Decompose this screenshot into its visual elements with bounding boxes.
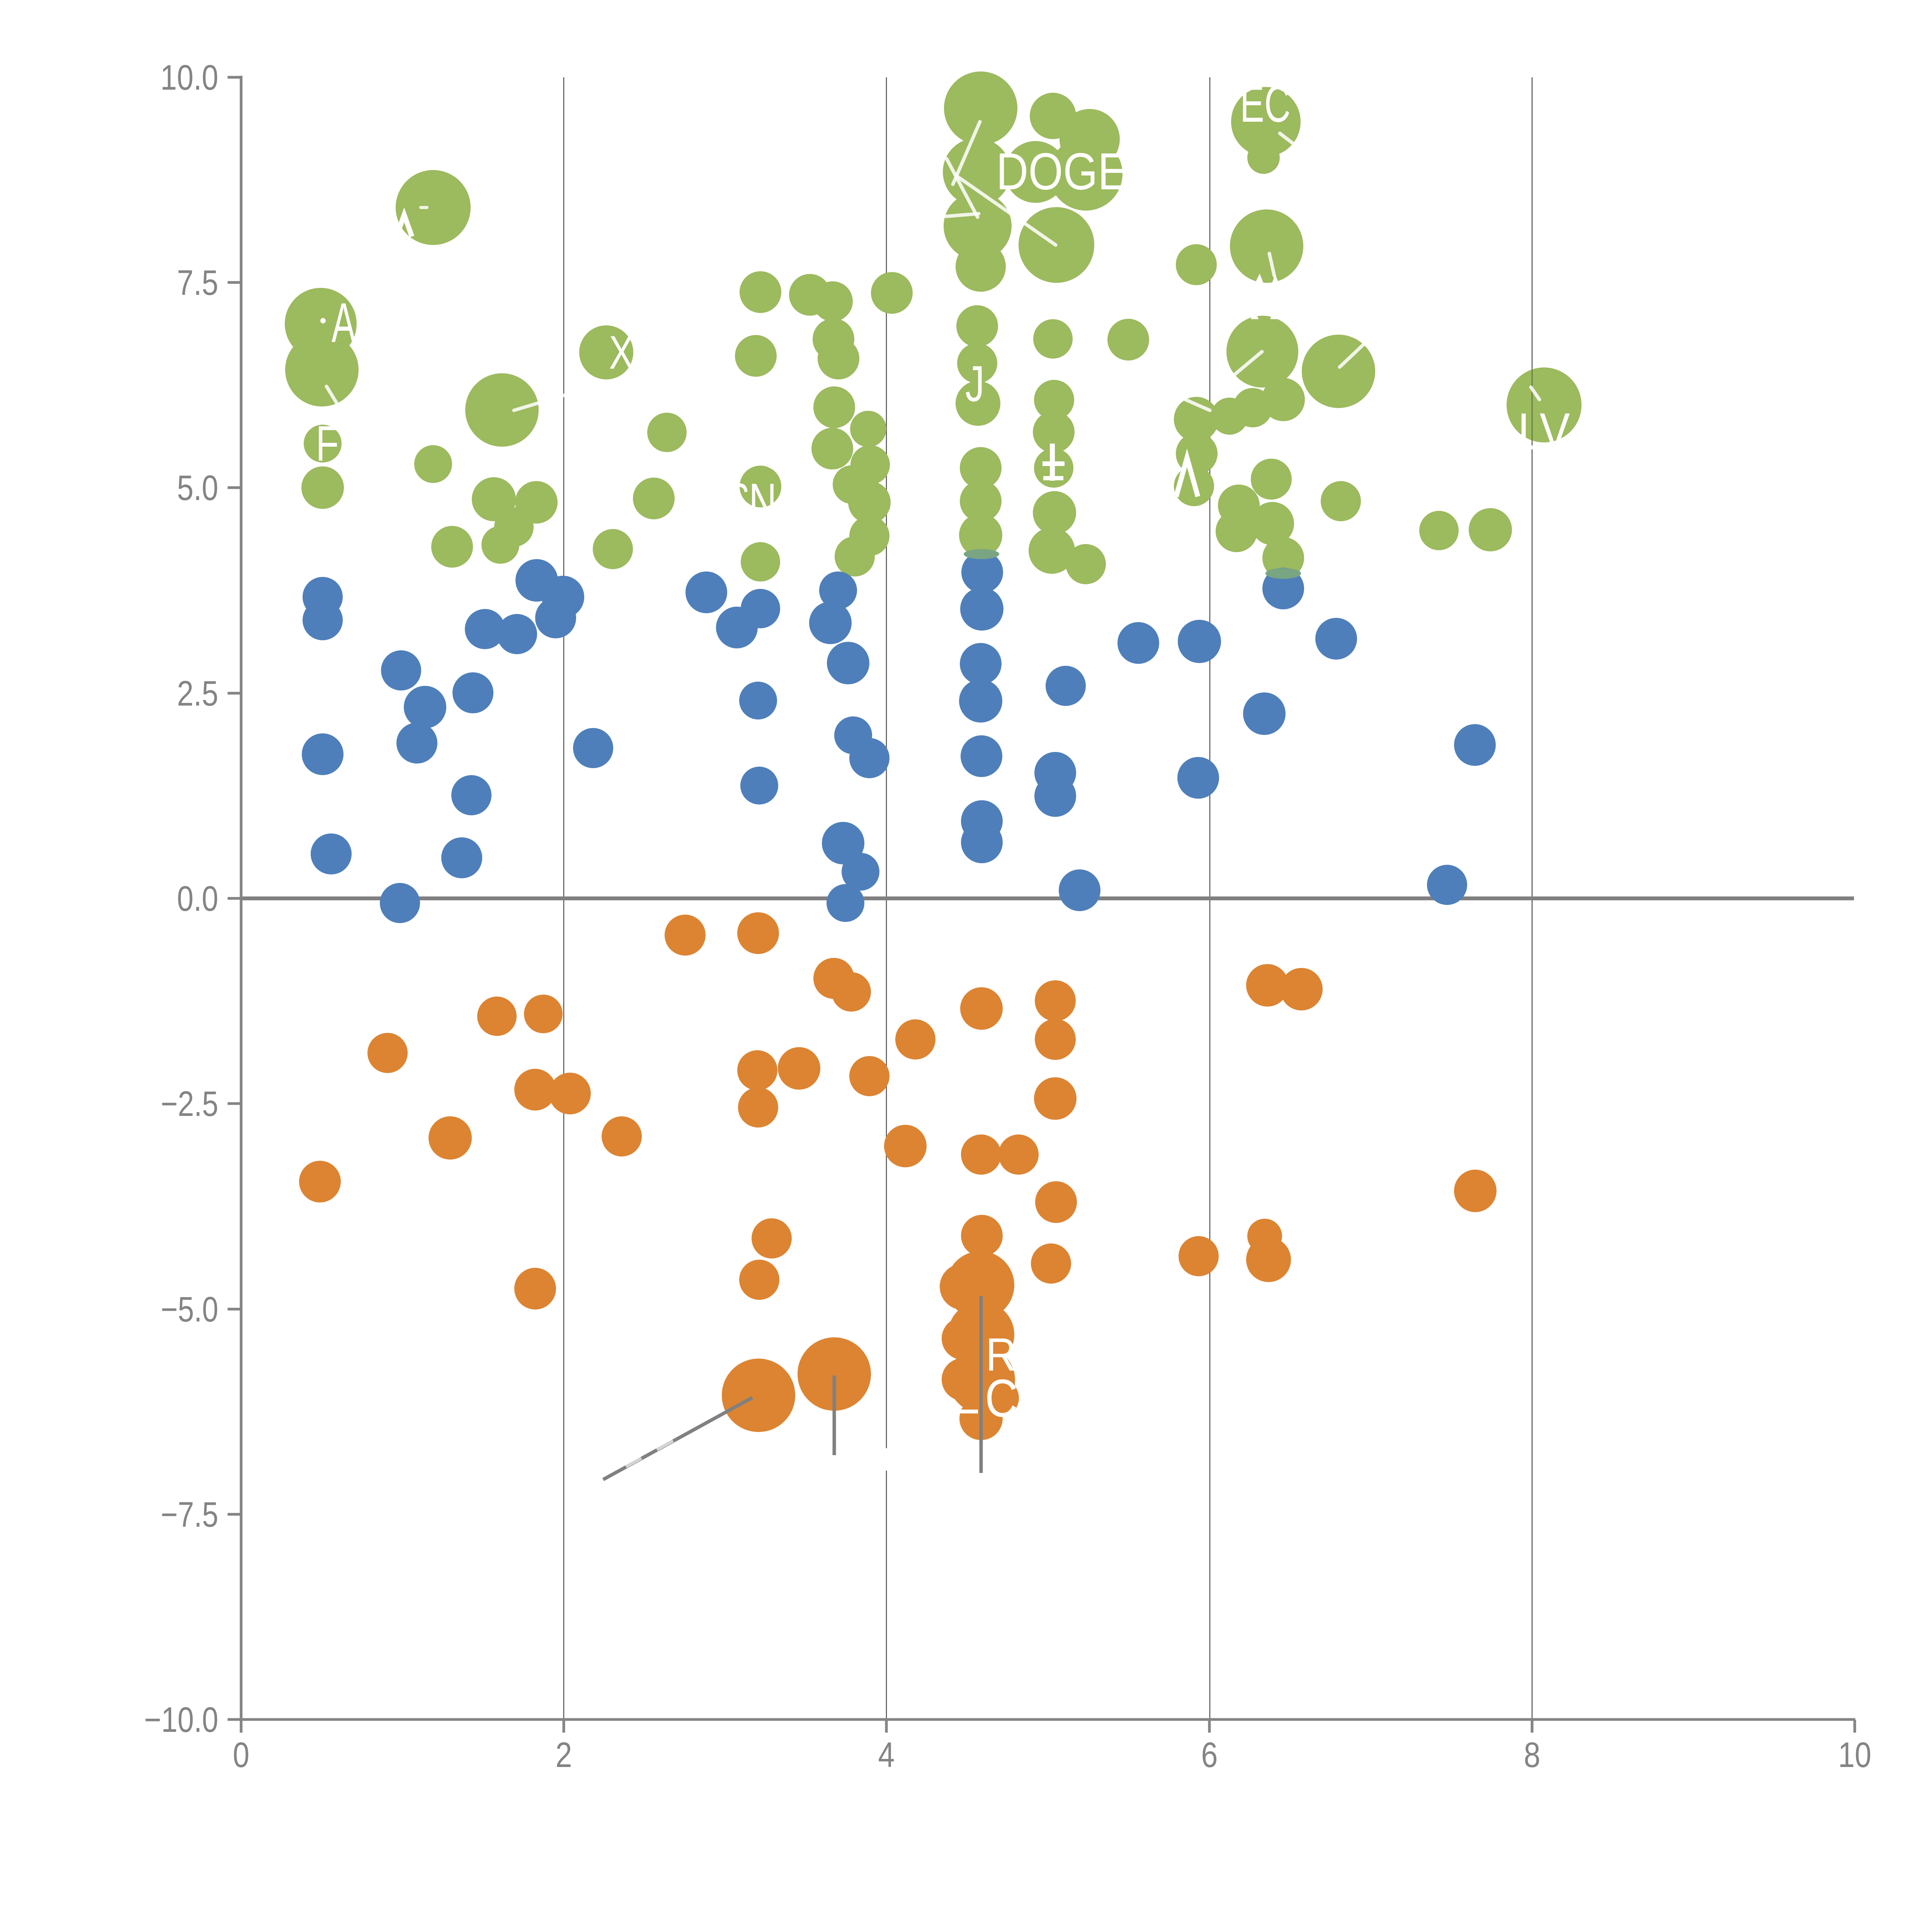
svg-text:EC: EC [1240,75,1291,133]
svg-text:6: 6 [1201,1735,1218,1775]
svg-text:R: R [986,1328,1016,1381]
svg-text:S: S [728,473,750,531]
svg-text:F: F [316,416,339,471]
svg-text:0.0: 0.0 [177,879,218,918]
svg-text:J: J [965,355,985,412]
svg-text:8: 8 [1524,1735,1541,1775]
svg-text:2.5: 2.5 [177,674,218,713]
svg-text:−10.0: −10.0 [144,1700,218,1740]
svg-text:−5.0: −5.0 [161,1290,218,1329]
svg-text:A: A [332,291,355,354]
svg-text:−7.5: −7.5 [161,1495,218,1534]
svg-text:7.5: 7.5 [177,263,218,303]
svg-text:10: 10 [1838,1735,1871,1775]
svg-text:4: 4 [878,1735,895,1775]
svg-text:LV: LV [1518,402,1570,461]
svg-text:2: 2 [556,1735,572,1775]
svg-text:DOGE: DOGE [996,142,1128,201]
svg-text:−2.5: −2.5 [161,1084,218,1124]
svg-text:C: C [985,1369,1018,1428]
svg-text:0: 0 [233,1735,250,1775]
svg-text:X: X [609,326,634,379]
svg-text:10.0: 10.0 [160,58,218,97]
svg-text:N: N [749,473,777,531]
svg-text:5.0: 5.0 [177,468,218,508]
